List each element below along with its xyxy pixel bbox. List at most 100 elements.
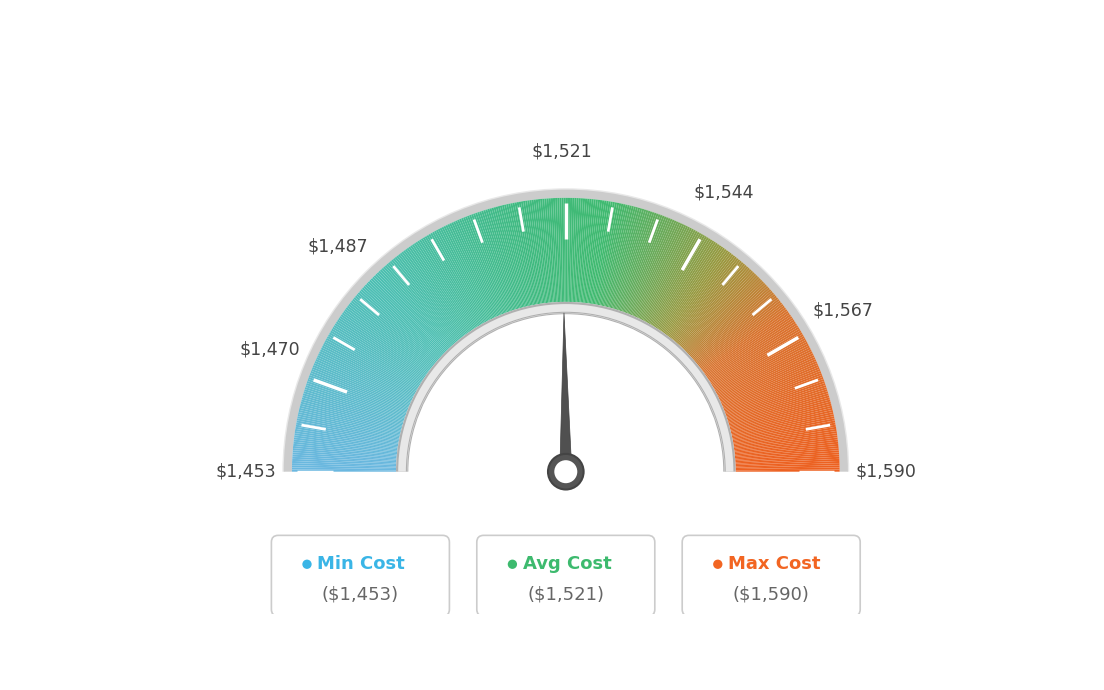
Wedge shape (626, 215, 665, 313)
Wedge shape (696, 295, 777, 364)
Wedge shape (293, 457, 396, 464)
Wedge shape (580, 199, 590, 302)
Wedge shape (719, 353, 814, 400)
Wedge shape (293, 459, 396, 465)
Wedge shape (293, 448, 396, 458)
Wedge shape (560, 198, 563, 302)
Wedge shape (723, 369, 820, 409)
Wedge shape (487, 208, 519, 309)
FancyBboxPatch shape (272, 535, 449, 616)
Wedge shape (643, 228, 692, 321)
Wedge shape (376, 272, 449, 349)
Wedge shape (342, 313, 427, 374)
Wedge shape (306, 383, 405, 418)
Wedge shape (434, 230, 485, 323)
Wedge shape (302, 395, 403, 426)
Wedge shape (726, 381, 825, 417)
Wedge shape (348, 304, 432, 368)
Wedge shape (733, 422, 836, 442)
Wedge shape (455, 220, 498, 317)
Wedge shape (506, 204, 530, 306)
Wedge shape (638, 224, 684, 319)
Wedge shape (484, 210, 516, 310)
Wedge shape (730, 400, 830, 428)
Wedge shape (526, 201, 542, 304)
Wedge shape (336, 322, 424, 380)
Wedge shape (352, 299, 434, 366)
Wedge shape (668, 253, 732, 337)
Wedge shape (720, 357, 816, 402)
Wedge shape (340, 314, 427, 375)
Wedge shape (447, 224, 493, 319)
Wedge shape (491, 208, 521, 308)
Wedge shape (713, 336, 805, 388)
Wedge shape (679, 268, 750, 346)
Wedge shape (564, 198, 565, 302)
Wedge shape (298, 410, 401, 435)
Wedge shape (684, 275, 758, 351)
Wedge shape (396, 302, 735, 472)
Wedge shape (325, 339, 417, 391)
Wedge shape (294, 444, 396, 455)
Wedge shape (678, 266, 749, 345)
Wedge shape (291, 465, 396, 469)
Wedge shape (293, 461, 396, 466)
Wedge shape (650, 234, 703, 325)
Wedge shape (296, 424, 399, 444)
Wedge shape (575, 198, 583, 302)
Polygon shape (560, 313, 572, 472)
Wedge shape (540, 199, 551, 303)
Wedge shape (733, 420, 836, 441)
Wedge shape (415, 241, 474, 330)
Wedge shape (544, 199, 554, 302)
Wedge shape (665, 249, 726, 335)
Wedge shape (311, 369, 408, 409)
Wedge shape (725, 379, 825, 415)
Wedge shape (721, 359, 816, 403)
Wedge shape (439, 228, 489, 321)
Wedge shape (612, 208, 643, 308)
Wedge shape (714, 338, 806, 390)
Wedge shape (425, 236, 479, 326)
Wedge shape (330, 331, 421, 385)
Wedge shape (734, 431, 837, 448)
Wedge shape (584, 199, 598, 303)
Wedge shape (649, 233, 701, 324)
Wedge shape (735, 467, 840, 471)
Wedge shape (734, 435, 838, 451)
Wedge shape (410, 245, 470, 332)
Wedge shape (690, 284, 767, 357)
Wedge shape (704, 314, 792, 375)
Wedge shape (394, 257, 460, 339)
Circle shape (713, 560, 722, 569)
Wedge shape (683, 273, 756, 350)
Wedge shape (512, 203, 534, 305)
Wedge shape (293, 463, 396, 468)
Wedge shape (733, 426, 837, 445)
Wedge shape (301, 400, 402, 428)
Wedge shape (604, 205, 629, 306)
Wedge shape (305, 387, 404, 420)
Wedge shape (661, 245, 722, 332)
Wedge shape (608, 206, 636, 308)
Wedge shape (335, 323, 423, 381)
Wedge shape (724, 373, 822, 412)
Wedge shape (295, 433, 397, 449)
Wedge shape (291, 469, 396, 472)
Wedge shape (731, 406, 832, 432)
Text: $1,590: $1,590 (856, 463, 916, 481)
Wedge shape (689, 283, 765, 355)
Wedge shape (291, 467, 396, 471)
Wedge shape (384, 265, 455, 344)
Wedge shape (588, 200, 604, 304)
Wedge shape (359, 290, 438, 360)
Wedge shape (702, 309, 787, 372)
Wedge shape (720, 355, 815, 401)
Wedge shape (641, 227, 690, 320)
Wedge shape (329, 333, 420, 386)
Wedge shape (732, 418, 835, 440)
Wedge shape (655, 238, 711, 328)
Wedge shape (645, 230, 696, 322)
Wedge shape (710, 327, 799, 383)
Wedge shape (397, 254, 463, 337)
